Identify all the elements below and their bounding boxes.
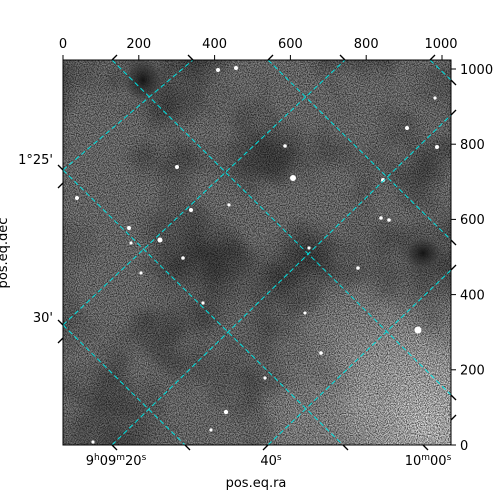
right-tick-1000: 1000 <box>460 63 493 78</box>
top-tick-600: 600 <box>278 37 303 52</box>
grid-line-ra-1 <box>111 59 452 396</box>
top-tick-0: 0 <box>59 37 67 52</box>
x-axis-label: pos.eq.ra <box>226 476 287 491</box>
dec-tick-label-2: 30' <box>33 311 53 326</box>
right-tick-200: 200 <box>460 364 485 379</box>
right-tick-800: 800 <box>460 138 485 153</box>
grid-line-ra-4 <box>267 59 452 241</box>
sky-image <box>63 55 451 445</box>
right-y-ticks <box>451 68 456 446</box>
right-tick-400: 400 <box>460 289 485 304</box>
grid-line-dec-3 <box>62 59 346 326</box>
top-tick-800: 800 <box>354 37 379 52</box>
right-tick-0: 0 <box>460 439 468 454</box>
top-tick-1000: 1000 <box>424 37 457 52</box>
grid-line-corner <box>429 59 452 81</box>
grid-line-dec-2 <box>111 114 452 446</box>
top-x-ticks <box>62 55 443 60</box>
dark-galaxy-blob <box>403 235 443 271</box>
star-field <box>75 66 439 444</box>
ra-tick-label-1: 9h09m20s <box>86 453 147 469</box>
wcs-grid <box>62 59 452 446</box>
plot-frame <box>62 59 452 446</box>
grid-line-ra-2 <box>62 169 344 446</box>
world-ticks <box>57 54 457 451</box>
top-tick-200: 200 <box>126 37 151 52</box>
grid-line-dec-1 <box>62 59 194 171</box>
dark-blob-top <box>121 55 165 105</box>
ra-tick-label-3: 10m00s <box>405 453 452 469</box>
grid-line-ra-3 <box>62 324 186 446</box>
right-tick-600: 600 <box>460 213 485 228</box>
grid-line-dec-4 <box>267 269 452 446</box>
y-axis-label: pos.eq.dec <box>0 218 11 289</box>
top-tick-400: 400 <box>202 37 227 52</box>
dec-tick-label-1: 1°25' <box>18 153 53 168</box>
ra-tick-label-2: 40s <box>260 453 282 469</box>
